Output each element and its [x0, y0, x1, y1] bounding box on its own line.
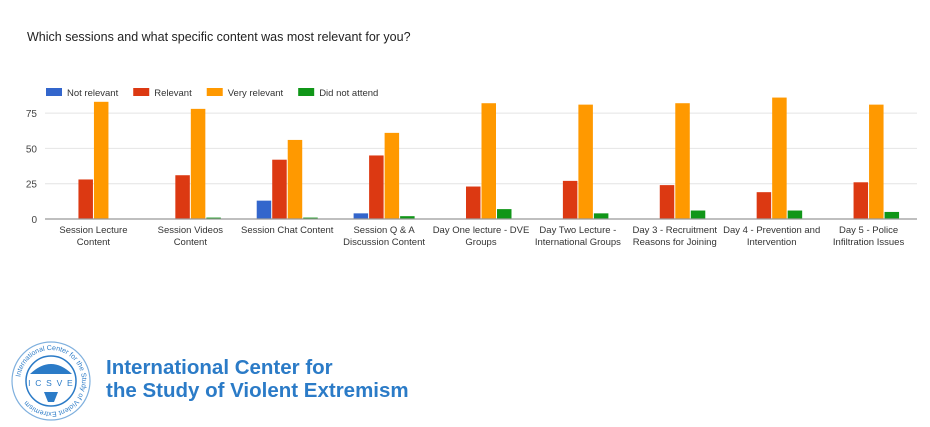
bar-relevant[interactable]	[756, 192, 772, 219]
bar-very-relevant[interactable]	[190, 108, 206, 219]
bar-relevant[interactable]	[272, 159, 287, 219]
bar-relevant[interactable]	[78, 179, 93, 219]
x-tick-label: Session Lecture Content	[59, 225, 127, 248]
bar-did-not-attend[interactable]	[884, 211, 900, 219]
bar-chart: 0 25 50 75 Session Lecture Content Session Vi…	[26, 88, 917, 248]
bar-did-not-attend[interactable]	[690, 210, 706, 219]
legend-item[interactable]: Did not attend	[298, 88, 378, 99]
bar-very-relevant[interactable]	[578, 104, 593, 219]
x-tick-label: Day 5 - Police Infiltration Issues	[833, 225, 905, 248]
gridlines	[45, 112, 917, 185]
x-axis: Session Lecture Content Session Videos Cont…	[45, 218, 917, 248]
y-tick-label: 75	[26, 109, 38, 120]
y-tick-label: 50	[26, 144, 38, 155]
y-axis: 0 25 50 75	[26, 109, 38, 226]
x-tick-label: Session Q & A Discussion Content	[343, 225, 425, 248]
bar-very-relevant[interactable]	[287, 139, 303, 219]
bar-very-relevant[interactable]	[869, 104, 884, 219]
chart-title: Which sessions and what specific content…	[27, 30, 411, 44]
x-tick-label: Session Videos Content	[158, 225, 224, 248]
bar-did-not-attend[interactable]	[400, 216, 415, 219]
legend-label: Did not attend	[319, 88, 378, 99]
bar-very-relevant[interactable]	[93, 101, 109, 219]
bar-did-not-attend[interactable]	[593, 213, 609, 219]
x-tick-label: Day 4 - Prevention and Intervention	[723, 225, 820, 248]
legend-label: Not relevant	[67, 88, 119, 99]
bar-not-relevant[interactable]	[353, 213, 369, 219]
bar-relevant[interactable]	[466, 186, 481, 219]
bar-did-not-attend[interactable]	[787, 210, 803, 219]
bar-very-relevant[interactable]	[481, 103, 497, 219]
bar-did-not-attend[interactable]	[206, 217, 221, 219]
bar-did-not-attend[interactable]	[303, 217, 318, 219]
x-tick-label: Day One lecture - DVE Groups	[433, 225, 530, 248]
org-name-line2: the Study of Violent Extremism	[106, 379, 409, 402]
legend-swatch	[206, 88, 223, 96]
organization-name: International Center for the Study of Vi…	[106, 356, 409, 402]
icsve-logo: International Center for the Study of Vi…	[11, 341, 91, 421]
legend-item[interactable]: Not relevant	[46, 88, 119, 99]
bar-not-relevant[interactable]	[256, 200, 272, 219]
legend-swatch	[46, 88, 62, 96]
org-name-line1: International Center for	[106, 356, 333, 379]
bar-relevant[interactable]	[853, 182, 869, 219]
y-tick-label: 0	[31, 215, 37, 226]
bar-relevant[interactable]	[369, 155, 384, 219]
bars	[78, 97, 900, 219]
bar-relevant[interactable]	[659, 185, 675, 219]
y-tick-label: 25	[26, 180, 38, 191]
bar-very-relevant[interactable]	[384, 132, 400, 219]
x-tick-label: Session Chat Content	[241, 225, 334, 236]
legend-item[interactable]: Relevant	[133, 88, 192, 99]
x-tick-label: Day 3 - Recruitment Reasons for Joining	[633, 225, 718, 248]
bar-very-relevant[interactable]	[675, 103, 690, 219]
legend-swatch	[298, 88, 315, 96]
logo-acronym: I C S V E	[28, 378, 74, 388]
legend-item[interactable]: Very relevant	[206, 88, 284, 99]
bar-did-not-attend[interactable]	[497, 209, 512, 219]
legend-swatch	[133, 88, 150, 96]
bar-relevant[interactable]	[175, 175, 190, 219]
bar-very-relevant[interactable]	[772, 97, 787, 219]
bar-relevant[interactable]	[562, 180, 578, 219]
legend-label: Relevant	[154, 88, 192, 99]
legend-label: Very relevant	[228, 88, 284, 99]
x-tick-label: Day Two Lecture -International Groups	[535, 225, 621, 248]
legend: Not relevant Relevant Very relevant Did not…	[46, 88, 378, 99]
